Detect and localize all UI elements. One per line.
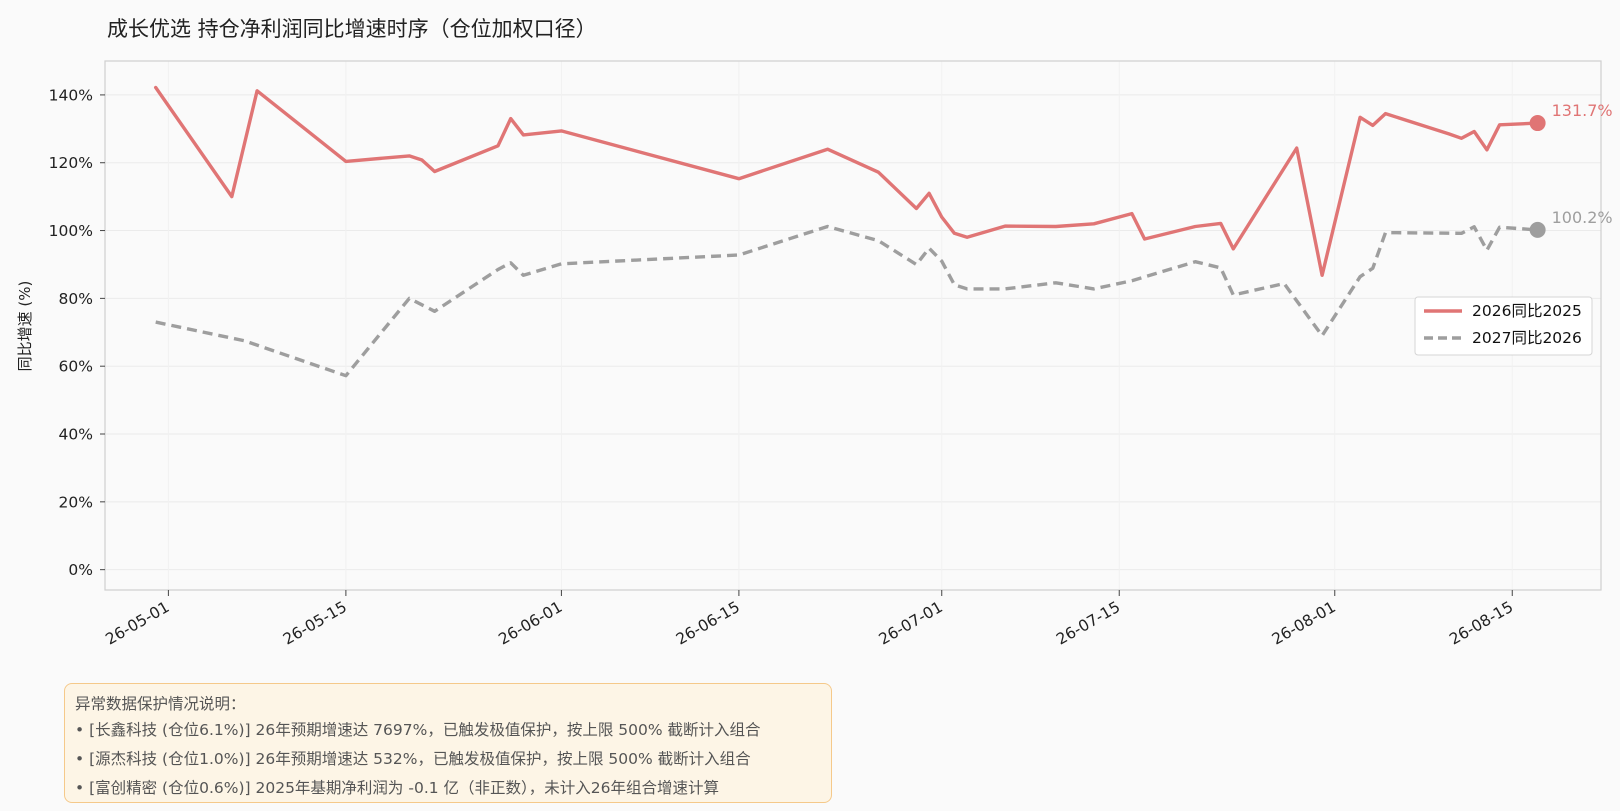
x-tick-label: 26-07-01 [876, 598, 946, 649]
plot-frame [104, 60, 1602, 591]
x-tick-label: 26-07-15 [1053, 598, 1123, 649]
x-tick-label: 26-06-15 [673, 598, 743, 649]
y-tick-label: 40% [59, 426, 93, 444]
series-end-marker-0 [1529, 115, 1546, 132]
note-line-3: • [富创精密 (仓位0.6%)] 2025年基期净利润为 -0.1 亿（非正数… [75, 779, 720, 797]
x-axis-ticks: 26-05-01 26-05-15 26-06-01 26-06-15 26-07-01… [102, 590, 1516, 649]
x-tick-label: 26-08-15 [1446, 598, 1516, 649]
y-tick-label: 20% [59, 493, 93, 511]
note-line-1: • [长鑫科技 (仓位6.1%)] 26年预期增速达 7697%，已触发极值保护… [75, 721, 761, 739]
x-tick-label: 26-06-01 [495, 598, 565, 649]
x-tick-label: 26-05-01 [102, 598, 172, 649]
series-line-0 [153, 85, 1540, 277]
legend-label-2026: 2026同比2025 [1472, 302, 1582, 320]
y-axis-ticks: 0% 20% 40% 60% 80% 100% 120% 140% [49, 86, 105, 579]
note-title: 异常数据保护情况说明： [75, 695, 246, 713]
y-tick-label: 140% [49, 86, 93, 104]
line-chart: 成长优选 持仓净利润同比增速时序（仓位加权口径） 同比增速 (%) 0% 20% 4… [16, 17, 1613, 649]
x-tick-label: 26-05-15 [280, 598, 350, 649]
y-tick-label: 100% [49, 222, 93, 240]
chart-title: 成长优选 持仓净利润同比增速时序（仓位加权口径） [107, 17, 597, 41]
gridlines [105, 61, 1601, 590]
y-tick-label: 80% [59, 290, 93, 308]
series-end-marker-1 [1529, 221, 1546, 238]
series-lines: 131.7% 100.2% [153, 85, 1613, 378]
legend-label-2027: 2027同比2026 [1472, 329, 1582, 347]
chart: 成长优选 持仓净利润同比增速时序（仓位加权口径） 同比增速 (%) 0% 20% 4… [16, 17, 1613, 649]
y-tick-label: 60% [59, 358, 93, 376]
anomaly-note-box: 异常数据保护情况说明： • [长鑫科技 (仓位6.1%)] 26年预期增速达 7… [64, 683, 832, 803]
series-end-label-0: 131.7% [1552, 101, 1613, 120]
y-tick-label: 0% [68, 561, 93, 579]
series-line-1 [155, 224, 1538, 378]
note-line-2: • [源杰科技 (仓位1.0%)] 26年预期增速达 532%，已触发极值保护，… [75, 750, 751, 768]
series-end-label-1: 100.2% [1552, 208, 1613, 227]
legend: 2026同比2025 2027同比2026 [1414, 296, 1593, 356]
x-tick-label: 26-08-01 [1269, 598, 1339, 649]
y-tick-label: 120% [49, 154, 93, 172]
y-axis-label: 同比增速 (%) [16, 281, 34, 372]
